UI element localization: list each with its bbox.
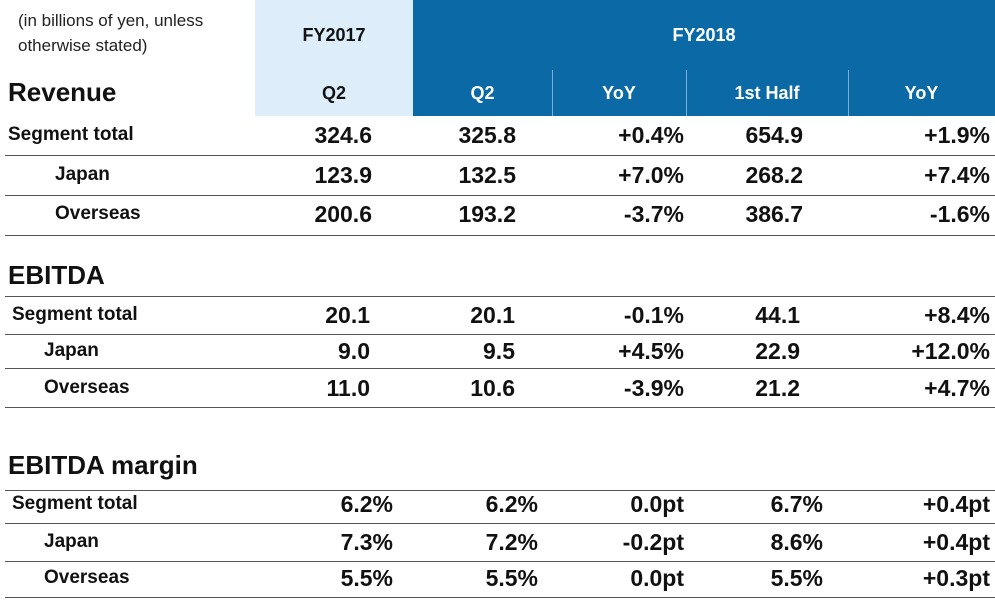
- cell-value: 7.3%: [340, 529, 393, 555]
- unit-note: (in billions of yen, unless otherwise st…: [18, 11, 204, 55]
- cell-value: 268.2: [745, 162, 803, 188]
- cell-value: +4.7%: [924, 375, 990, 401]
- cell-value: 10.6: [470, 375, 515, 401]
- cell-value: 193.2: [458, 201, 516, 227]
- column-header: Q2: [255, 70, 413, 116]
- section-title: EBITDA: [8, 260, 105, 290]
- row-rule: [5, 597, 995, 598]
- cell-value: 325.8: [458, 122, 516, 148]
- column-divider: [552, 70, 553, 116]
- row-rule: [5, 296, 995, 297]
- cell-value: -0.2pt: [622, 529, 684, 555]
- cell-value: 8.6%: [770, 529, 823, 555]
- cell-value: 6.2%: [340, 491, 393, 517]
- row-label: Segment total: [12, 304, 138, 325]
- cell-value: 200.6: [314, 201, 372, 227]
- cell-value: 6.2%: [485, 491, 538, 517]
- cell-value: 20.1: [325, 302, 370, 328]
- row-label: Japan: [55, 164, 110, 185]
- cell-value: 132.5: [458, 162, 516, 188]
- cell-value: -0.1%: [623, 302, 684, 328]
- cell-value: 7.2%: [485, 529, 538, 555]
- row-label: Japan: [44, 340, 99, 361]
- cell-value: 654.9: [745, 122, 803, 148]
- row-label: Overseas: [55, 203, 141, 224]
- column-divider: [848, 70, 849, 116]
- cell-value: 22.9: [755, 338, 800, 364]
- section-title: Revenue: [8, 77, 117, 107]
- cell-value: +0.4pt: [922, 529, 990, 555]
- cell-value: -1.6%: [929, 201, 990, 227]
- column-header: YoY: [848, 70, 995, 116]
- row-rule: [5, 195, 995, 196]
- cell-value: 5.5%: [485, 565, 538, 591]
- cell-value: +7.0%: [618, 162, 684, 188]
- cell-value: 20.1: [470, 302, 515, 328]
- cell-value: 0.0pt: [630, 491, 684, 517]
- row-rule: [5, 334, 995, 335]
- cell-value: 6.7%: [770, 491, 823, 517]
- cell-value: +7.4%: [924, 162, 990, 188]
- row-label: Overseas: [44, 567, 130, 588]
- cell-value: 11.0: [326, 375, 371, 401]
- row-label: Japan: [44, 531, 99, 552]
- cell-value: 5.5%: [340, 565, 393, 591]
- fy2018-header: FY2018: [413, 0, 995, 70]
- cell-value: 5.5%: [770, 565, 823, 591]
- section-title: EBITDA margin: [8, 450, 198, 480]
- column-header: Q2: [413, 70, 552, 116]
- cell-value: 324.6: [314, 122, 372, 148]
- row-rule: [5, 155, 995, 156]
- cell-value: +0.3pt: [922, 565, 990, 591]
- fy2017-header: FY2017: [255, 0, 413, 70]
- column-header: YoY: [552, 70, 686, 116]
- column-header: 1st Half: [686, 70, 848, 116]
- cell-value: 21.2: [755, 375, 800, 401]
- row-rule: [5, 407, 995, 408]
- cell-value: 386.7: [745, 201, 803, 227]
- cell-value: +8.4%: [924, 302, 990, 328]
- cell-value: 123.9: [314, 162, 372, 188]
- row-label: Segment total: [8, 124, 134, 145]
- cell-value: -3.7%: [623, 201, 684, 227]
- cell-value: +1.9%: [924, 122, 990, 148]
- row-rule: [5, 561, 995, 562]
- column-divider: [686, 70, 687, 116]
- cell-value: -3.9%: [623, 375, 684, 401]
- cell-value: 9.0: [338, 338, 370, 364]
- row-rule: [5, 368, 995, 369]
- cell-value: 0.0pt: [630, 565, 684, 591]
- row-rule: [5, 490, 995, 491]
- row-label: Segment total: [12, 493, 138, 514]
- cell-value: +0.4pt: [922, 491, 990, 517]
- cell-value: +12.0%: [911, 338, 990, 364]
- cell-value: +0.4%: [618, 122, 684, 148]
- cell-value: 9.5: [483, 338, 515, 364]
- row-rule: [5, 235, 995, 236]
- row-label: Overseas: [44, 377, 130, 398]
- cell-value: +4.5%: [618, 338, 684, 364]
- cell-value: 44.1: [755, 302, 800, 328]
- row-rule: [5, 523, 995, 524]
